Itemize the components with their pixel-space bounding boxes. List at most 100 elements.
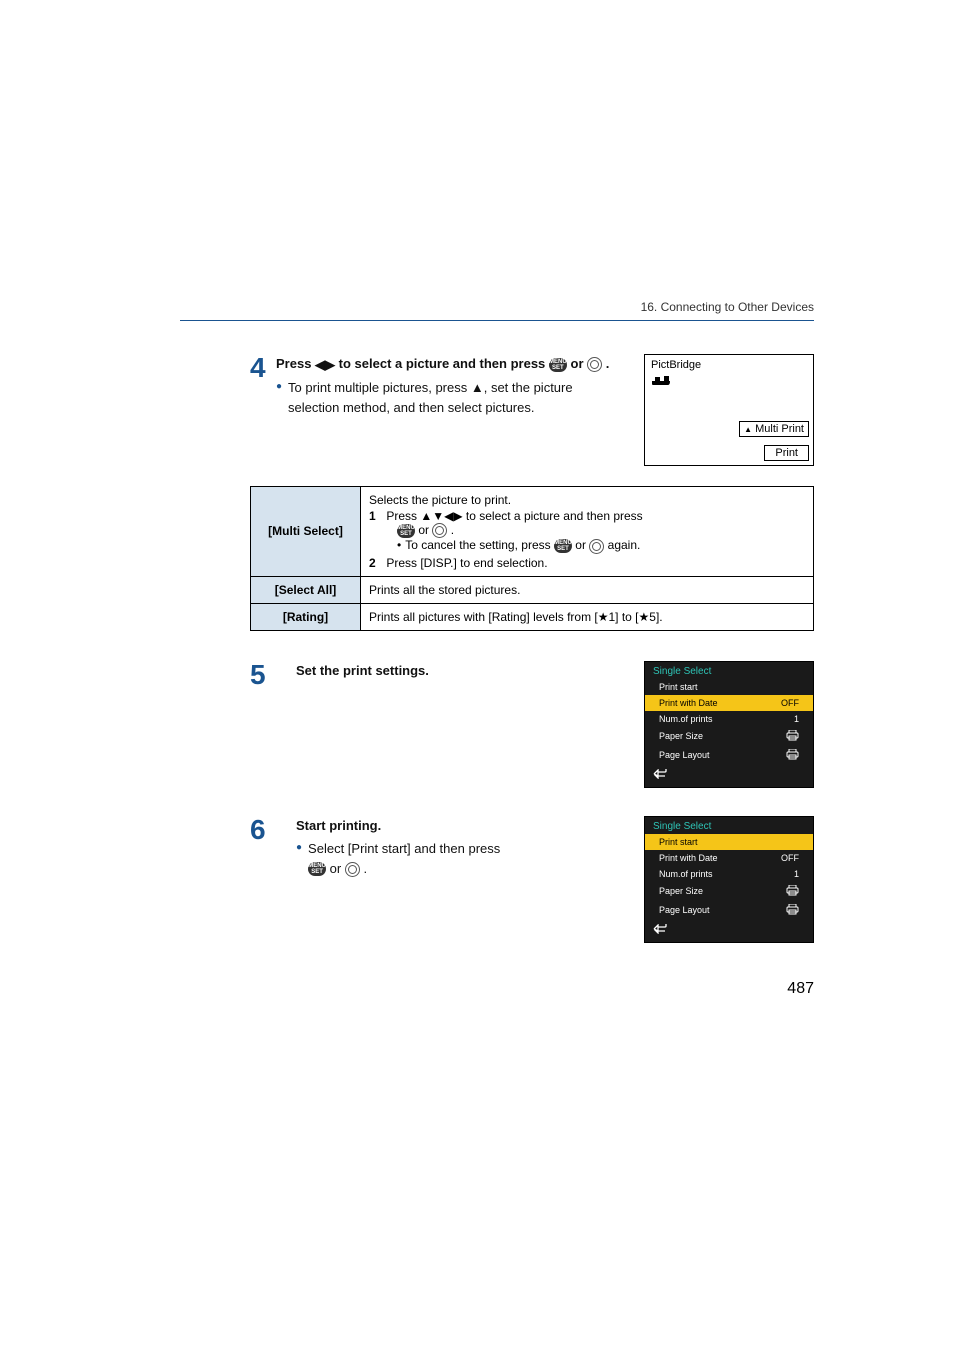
- camera-menu-row: Page Layout: [645, 746, 813, 765]
- step6-bullet: ● Select [Print start] and then press ME…: [296, 839, 624, 878]
- step4-heading: Press ◀▶ to select a picture and then pr…: [276, 354, 624, 374]
- sub-step-1-line2: MENU SET or .: [397, 523, 805, 538]
- step4-bullet: ● To print multiple pictures, press ▲, s…: [276, 378, 624, 417]
- menu-row-label: Print start: [659, 837, 698, 847]
- text: or: [418, 523, 432, 537]
- text: Multi Print: [755, 423, 804, 435]
- sub-step-1: 1 Press ▲▼◀▶ to select a picture and the…: [369, 509, 805, 523]
- bullet-icon: ●: [276, 378, 282, 417]
- step5-body: Set the print settings.: [296, 661, 624, 685]
- step5-heading: Set the print settings.: [296, 661, 624, 681]
- camera-menu-row: Num.of prints 1: [645, 711, 813, 727]
- camera-menu-row: Print with Date OFF: [645, 850, 813, 866]
- menu-row-label: Print start: [659, 682, 698, 692]
- camera-menu-row: Num.of prints 1: [645, 866, 813, 882]
- text: to select a picture and then press: [335, 356, 549, 371]
- selection-options-table: [Multi Select] Selects the picture to pr…: [250, 486, 814, 631]
- option-desc: Prints all the stored pictures.: [361, 576, 814, 603]
- up-arrow-icon: ▲: [471, 380, 484, 395]
- menu-row-label: Num.of prints: [659, 869, 713, 879]
- manual-page: 16. Connecting to Other Devices 4 Press …: [0, 0, 954, 1031]
- text: Press: [386, 509, 420, 523]
- menu-row-label: Print with Date: [659, 698, 718, 708]
- text: or: [330, 861, 345, 876]
- step-number: 5: [250, 661, 276, 689]
- camera-menu-preview-2: Single Select Print start Print with Date…: [644, 816, 814, 943]
- option-desc: Prints all pictures with [Rating] levels…: [361, 603, 814, 630]
- text: .: [451, 523, 454, 537]
- step6-heading: Start printing.: [296, 816, 624, 836]
- control-dial-icon: [345, 862, 360, 877]
- sub-num: 2: [369, 556, 383, 570]
- text: or: [575, 538, 589, 552]
- left-right-arrow-icon: ◀▶: [315, 355, 335, 375]
- camera-menu-row: Print start: [645, 834, 813, 850]
- control-dial-icon: [432, 523, 447, 538]
- pictbridge-preview: PictBridge ▲ Multi Print Print: [644, 354, 814, 466]
- arrow-cross-icon: ▲▼◀▶: [420, 509, 462, 523]
- step6-body: Start printing. ● Select [Print start] a…: [296, 816, 624, 883]
- text: .: [363, 861, 367, 876]
- menu-row-value: [786, 749, 799, 762]
- menu-row-value: OFF: [781, 853, 799, 863]
- text: or: [571, 356, 588, 371]
- menu-row-label: Print with Date: [659, 853, 718, 863]
- chapter-title: 16. Connecting to Other Devices: [641, 300, 814, 314]
- print-button: Print: [764, 445, 809, 461]
- header-rule: [180, 320, 814, 321]
- control-dial-icon: [589, 539, 604, 554]
- text: Selects the picture to print.: [369, 493, 805, 507]
- pictbridge-title: PictBridge: [651, 359, 701, 371]
- menu-set-icon: MENU SET: [397, 524, 415, 538]
- table-row: [Rating] Prints all pictures with [Ratin…: [251, 603, 814, 630]
- menu-row-value: OFF: [781, 698, 799, 708]
- menu-row-value: 1: [794, 869, 799, 879]
- text: Press [DISP.] to end selection.: [386, 556, 547, 570]
- text: Select [Print start] and then press: [308, 841, 500, 856]
- menu-row-value: [786, 730, 799, 743]
- bullet-icon: ●: [296, 839, 302, 878]
- multi-print-button: ▲ Multi Print: [739, 421, 809, 437]
- option-desc: Selects the picture to print. 1 Press ▲▼…: [361, 487, 814, 577]
- menu-row-label: Page Layout: [659, 905, 710, 915]
- up-triangle-icon: ▲: [744, 425, 752, 434]
- back-icon: [645, 920, 813, 938]
- step-number: 4: [250, 354, 276, 466]
- sub-bullet: • To cancel the setting, press MENU SET …: [397, 538, 805, 553]
- step-6: 6 Start printing. ● Select [Print start]…: [250, 816, 814, 951]
- step-number: 6: [250, 816, 276, 844]
- text: Press: [276, 356, 315, 371]
- text: to select a picture and then press: [463, 509, 643, 523]
- menu-set-icon: MENU SET: [554, 539, 572, 553]
- menu-row-label: Paper Size: [659, 731, 703, 741]
- menu-row-value: [786, 885, 799, 898]
- camera-menu-row: Paper Size: [645, 882, 813, 901]
- option-label: [Select All]: [251, 576, 361, 603]
- back-icon: [645, 765, 813, 783]
- page-number: 487: [787, 980, 814, 998]
- menu-row-value: [786, 904, 799, 917]
- text: Select [Print start] and then press MENU…: [308, 839, 500, 878]
- menu-row-value: 1: [794, 714, 799, 724]
- table-row: [Select All] Prints all the stored pictu…: [251, 576, 814, 603]
- bullet-mark: •: [397, 538, 401, 553]
- menu-set-icon: MENU SET: [308, 862, 326, 876]
- camera-menu-preview-1: Single Select Print start Print with Date…: [644, 661, 814, 788]
- menu-set-icon: MENU SET: [549, 358, 567, 372]
- text: To print multiple pictures, press: [288, 380, 471, 395]
- text: To print multiple pictures, press ▲, set…: [288, 378, 624, 417]
- camera-menu-title: Single Select: [645, 662, 813, 679]
- option-label: [Rating]: [251, 603, 361, 630]
- sub-step-2: 2 Press [DISP.] to end selection.: [369, 556, 805, 570]
- menu-row-label: Num.of prints: [659, 714, 713, 724]
- step-5: 5 Set the print settings. Single Select …: [250, 661, 814, 796]
- step-4: 4 Press ◀▶ to select a picture and then …: [250, 354, 814, 466]
- menu-row-label: Paper Size: [659, 886, 703, 896]
- camera-menu-row: Paper Size: [645, 727, 813, 746]
- menu-row-label: Page Layout: [659, 750, 710, 760]
- camera-menu-title: Single Select: [645, 817, 813, 834]
- text: To cancel the setting, press: [405, 538, 554, 552]
- camera-menu-row: Print with Date OFF: [645, 695, 813, 711]
- control-dial-icon: [587, 357, 602, 372]
- camera-menu-row: Page Layout: [645, 901, 813, 920]
